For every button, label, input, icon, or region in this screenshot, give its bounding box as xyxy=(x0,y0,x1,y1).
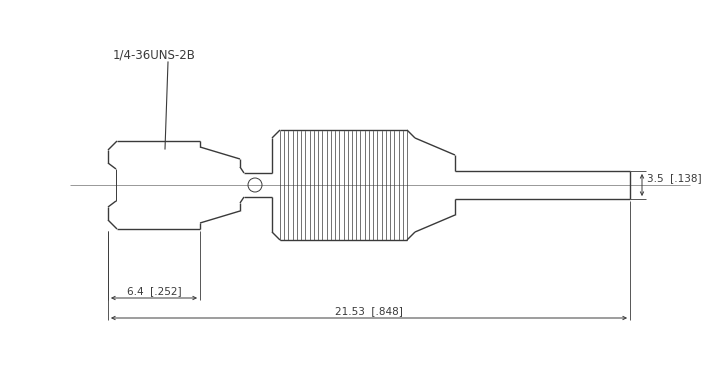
Text: 6.4  [.252]: 6.4 [.252] xyxy=(127,286,181,296)
Text: 21.53  [.848]: 21.53 [.848] xyxy=(335,306,403,316)
Text: 1/4-36UNS-2B: 1/4-36UNS-2B xyxy=(113,49,196,62)
Text: 3.5  [.138]: 3.5 [.138] xyxy=(647,173,701,183)
